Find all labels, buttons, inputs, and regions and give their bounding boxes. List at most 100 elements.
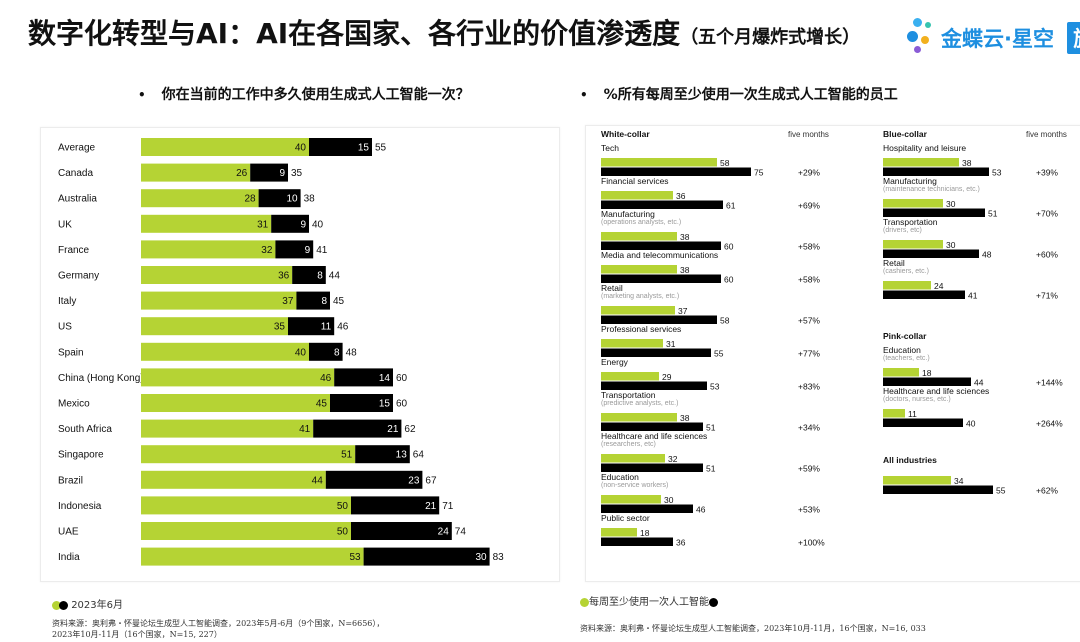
bar-black xyxy=(271,214,309,233)
value-label-green: 38 xyxy=(680,232,690,242)
bar-green xyxy=(141,163,251,182)
country-chart-panel: Average 40 15 55 Canada 26 9 35 Australia 28 10 38 U… xyxy=(40,127,560,582)
value-label-black: 15 xyxy=(358,143,370,154)
bar-black xyxy=(313,419,402,438)
industry-label: Manufacturing xyxy=(883,176,937,186)
bar-green xyxy=(141,189,259,208)
bar-black xyxy=(363,547,490,566)
value-label-black: 13 xyxy=(396,450,408,461)
bar-black xyxy=(334,368,393,387)
bar-green xyxy=(601,158,717,167)
industry-label: Public sector xyxy=(601,513,650,523)
country-label: Indonesia xyxy=(58,501,102,512)
value-label-green: 38 xyxy=(962,158,972,168)
growth-label: +70% xyxy=(1036,209,1058,219)
bar-black xyxy=(325,470,423,489)
industry-label: Media and telecommunications xyxy=(601,250,718,260)
bar-green xyxy=(141,419,314,438)
bar-black xyxy=(292,266,326,284)
bar-green xyxy=(141,445,356,464)
total-label: 35 xyxy=(291,168,303,179)
bar-green xyxy=(601,339,663,348)
bar-black xyxy=(309,342,343,361)
value-label-black: 51 xyxy=(988,209,998,219)
value-label-black: 8 xyxy=(317,271,323,282)
industry-label: Transportation xyxy=(883,217,938,227)
industry-label: Hospitality and leisure xyxy=(883,143,966,153)
total-label: 41 xyxy=(316,245,328,256)
bar-black xyxy=(601,422,703,431)
right-legend: 每周至少使用一次人工智能 xyxy=(580,593,718,608)
value-label-green: 31 xyxy=(257,219,269,230)
bar-black xyxy=(601,381,707,390)
value-label-black: 55 xyxy=(996,486,1006,496)
growth-label: +83% xyxy=(798,382,820,392)
bar-black xyxy=(296,291,330,310)
country-label: France xyxy=(58,245,90,256)
bar-black xyxy=(601,348,711,357)
value-label-green: 50 xyxy=(337,501,349,512)
value-label-green: 44 xyxy=(312,475,324,486)
right-source: 资料来源：奥利弗・怀曼论坛生成型人工智能调查，2023年10月-11月，16个国… xyxy=(580,624,926,633)
value-label-green: 11 xyxy=(908,409,917,419)
bar-black xyxy=(883,249,979,258)
bar-black xyxy=(883,377,971,386)
legend-green-dot xyxy=(52,600,61,610)
industry-sublabel: (cashiers, etc.) xyxy=(883,268,929,275)
country-label: US xyxy=(58,322,72,333)
bar-green xyxy=(601,372,659,381)
value-label-green: 40 xyxy=(295,347,307,358)
bar-green xyxy=(141,368,335,387)
total-label: 40 xyxy=(312,219,324,230)
total-label: 60 xyxy=(396,373,408,384)
value-label-green: 36 xyxy=(676,191,686,201)
bar-green xyxy=(601,232,677,241)
total-label: 38 xyxy=(304,194,316,205)
growth-label: +58% xyxy=(798,275,820,285)
bar-green xyxy=(883,199,943,208)
value-label-black: 51 xyxy=(706,423,716,433)
legend-label: 每周至少使用一次人工智能 xyxy=(589,597,709,608)
value-label-green: 38 xyxy=(680,413,690,423)
value-label-green: 28 xyxy=(244,194,256,205)
total-label: 44 xyxy=(329,271,341,282)
value-label-green: 50 xyxy=(337,527,349,538)
value-label-black: 9 xyxy=(279,168,285,179)
bar-green xyxy=(883,281,931,290)
value-label-green: 24 xyxy=(934,281,944,291)
industry-chart-panel: five months White-collar Tech 58 75 +29% Finan… xyxy=(585,125,1080,582)
value-label-black: 8 xyxy=(334,347,340,358)
value-label-green: 31 xyxy=(666,339,676,349)
bar-black xyxy=(601,504,693,513)
growth-column-header: five months xyxy=(1026,130,1067,139)
value-label-black: 41 xyxy=(968,291,978,301)
industry-sublabel: (teachers, etc.) xyxy=(883,355,930,362)
industry-label: Healthcare and life sciences xyxy=(883,386,989,396)
value-label-green: 29 xyxy=(662,372,672,382)
industry-label: Transportation xyxy=(601,390,656,400)
bar-green xyxy=(141,214,272,233)
value-label-green: 30 xyxy=(946,240,956,250)
bar-green xyxy=(141,547,364,566)
country-label: Average xyxy=(58,143,96,154)
industry-label: Education xyxy=(883,345,921,355)
left-source: 资料来源：奥利弗・怀曼论坛生成型人工智能调查，2023年5月-6月（9个国家，N… xyxy=(52,619,385,639)
industry-label: Healthcare and life sciences xyxy=(601,431,707,441)
bar-black xyxy=(288,317,335,336)
group-header: Pink-collar xyxy=(883,331,927,341)
country-label: Singapore xyxy=(58,450,104,461)
growth-label: +264% xyxy=(1036,419,1063,429)
country-label: UAE xyxy=(58,527,79,538)
legend-label: 2023年6月 xyxy=(71,600,123,611)
value-label-black: 36 xyxy=(676,538,686,548)
value-label-green: 37 xyxy=(282,296,294,307)
bar-black xyxy=(351,496,440,515)
bar-green xyxy=(601,265,677,274)
bar-black xyxy=(883,418,963,427)
growth-column-header: five months xyxy=(788,130,829,139)
bar-black xyxy=(330,394,393,412)
bar-green xyxy=(883,476,951,485)
growth-label: +77% xyxy=(798,349,820,359)
value-label-black: 10 xyxy=(286,194,298,205)
bar-green xyxy=(141,138,309,156)
